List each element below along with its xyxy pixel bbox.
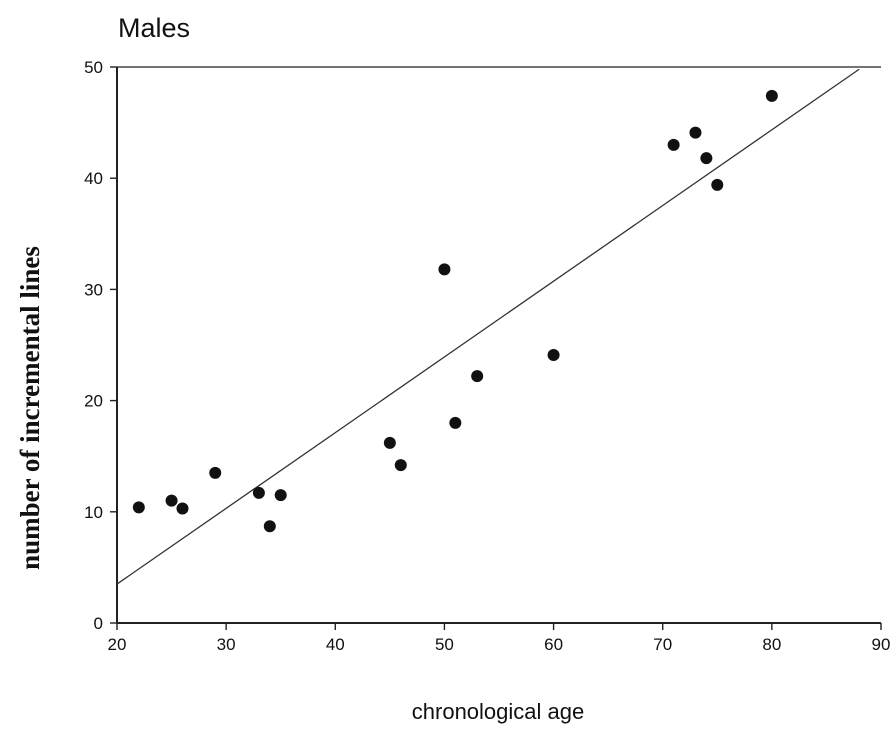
y-tick-label-10: 10 (84, 503, 103, 522)
data-point-14 (667, 138, 680, 151)
data-point-5 (252, 486, 265, 499)
x-tick-label-70: 70 (653, 635, 672, 654)
data-point-1 (132, 501, 145, 514)
x-axis-ticks: 20 30 40 50 60 70 80 90 (108, 623, 891, 654)
x-tick-label-90: 90 (872, 635, 891, 654)
data-point-16 (700, 152, 713, 165)
y-tick-label-20: 20 (84, 392, 103, 411)
x-tick-label-80: 80 (762, 635, 781, 654)
x-tick-label-20: 20 (108, 635, 127, 654)
data-point-17 (711, 178, 724, 191)
data-point-2 (165, 494, 178, 507)
data-point-11 (449, 416, 462, 429)
y-tick-label-0: 0 (94, 614, 103, 633)
x-tick-label-50: 50 (435, 635, 454, 654)
y-tick-label-30: 30 (84, 280, 103, 299)
data-point-18 (765, 89, 778, 102)
data-points (132, 89, 778, 533)
regression-line (116, 68, 860, 585)
data-point-6 (263, 520, 276, 533)
x-tick-label-40: 40 (326, 635, 345, 654)
chart-title: Males (118, 13, 190, 43)
x-tick-label-30: 30 (217, 635, 236, 654)
data-point-9 (394, 459, 407, 472)
data-point-10 (438, 263, 451, 276)
data-point-4 (209, 466, 222, 479)
y-tick-label-50: 50 (84, 58, 103, 77)
x-axis-label: chronological age (412, 699, 584, 724)
data-point-15 (689, 126, 702, 139)
data-point-7 (274, 489, 287, 502)
data-point-13 (547, 349, 560, 362)
data-point-3 (176, 502, 189, 515)
y-axis-label: number of incremental lines (15, 246, 45, 570)
x-tick-label-60: 60 (544, 635, 563, 654)
y-tick-label-40: 40 (84, 169, 103, 188)
data-point-12 (471, 370, 484, 383)
data-point-8 (383, 436, 396, 449)
y-axis-ticks: 0 10 20 30 40 50 (84, 58, 117, 633)
plot-frame (116, 66, 881, 624)
